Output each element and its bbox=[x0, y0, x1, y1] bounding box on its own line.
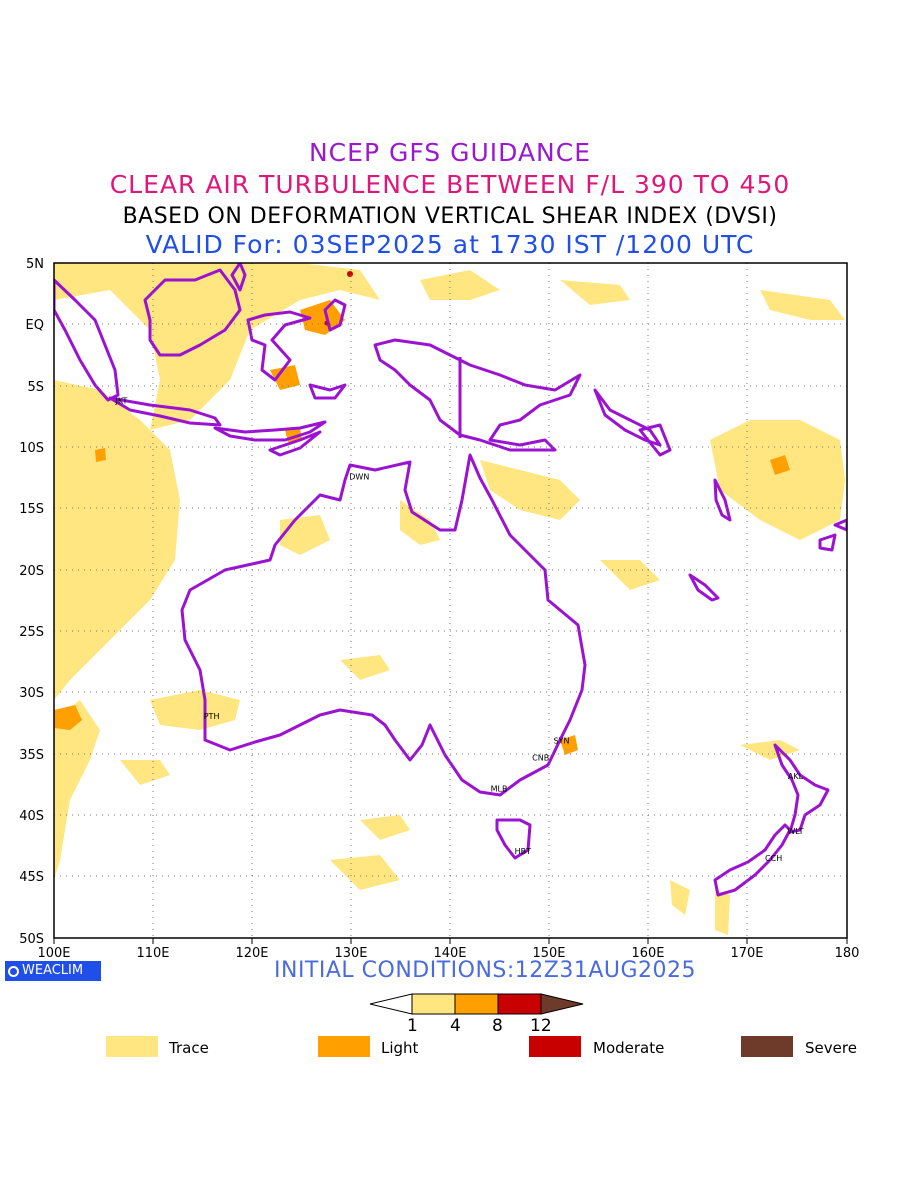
weaclim-logo: WEACLIM bbox=[5, 961, 101, 981]
coastlines bbox=[54, 263, 847, 897]
city-label-jkt: JKT bbox=[114, 396, 127, 405]
colorbar-below-1 bbox=[369, 993, 413, 1015]
legend-swatch-severe bbox=[741, 1036, 793, 1057]
city-label-wlt: WLT bbox=[787, 827, 803, 836]
city-label-dwn: DWN bbox=[349, 473, 369, 482]
legend-swatch-moderate bbox=[529, 1036, 581, 1057]
colorbar-tick: 4 bbox=[450, 1016, 461, 1036]
lat-labels: 5N EQ 5S 10S 15S 20S 25S 30S 35S 40S 45S… bbox=[19, 257, 44, 947]
initial-conditions: INITIAL CONDITIONS:12Z31AUG2025 bbox=[274, 958, 697, 983]
lon-label: 170E bbox=[730, 946, 763, 961]
city-label-cch: CCH bbox=[765, 854, 782, 863]
lat-label: 35S bbox=[19, 748, 44, 763]
city-label-hbt: HBT bbox=[515, 847, 532, 856]
legend-label-trace: Trace bbox=[169, 1039, 209, 1057]
lat-label: 20S bbox=[19, 564, 44, 579]
lon-label: 180 bbox=[835, 946, 860, 961]
title-line-4: VALID For: 03SEP2025 at 1730 IST /1200 U… bbox=[145, 230, 755, 259]
legend-label-severe: Severe bbox=[805, 1039, 857, 1057]
trace-areas bbox=[54, 263, 845, 935]
colorbar-tick: 12 bbox=[530, 1016, 552, 1036]
lat-label: 15S bbox=[19, 502, 44, 517]
lat-label: 5N bbox=[26, 257, 44, 272]
lon-label: 130E bbox=[334, 946, 367, 961]
title-line-1: NCEP GFS GUIDANCE bbox=[308, 138, 591, 167]
logo-ring-icon bbox=[8, 966, 19, 977]
graticule bbox=[54, 263, 847, 938]
lon-labels: 100E 110E 120E 130E 140E 150E 160E 170E … bbox=[37, 946, 859, 961]
lat-label: 5S bbox=[27, 380, 44, 395]
logo-text: WEACLIM bbox=[22, 963, 84, 978]
lat-label: EQ bbox=[26, 318, 44, 333]
city-label-pth: PTH bbox=[204, 712, 220, 721]
lat-label: 50S bbox=[19, 932, 44, 947]
lon-label: 100E bbox=[37, 946, 70, 961]
colorbar-tick: 1 bbox=[407, 1016, 418, 1036]
city-label-akl: AKL bbox=[788, 772, 804, 781]
city-label-syn: SYN bbox=[554, 736, 570, 745]
lat-label: 40S bbox=[19, 809, 44, 824]
colorbar-severe bbox=[540, 993, 584, 1015]
legend-swatch-light bbox=[318, 1036, 370, 1057]
legend-swatch-trace bbox=[106, 1036, 158, 1057]
lon-label: 140E bbox=[433, 946, 466, 961]
lon-label: 120E bbox=[235, 946, 268, 961]
title-line-3: BASED ON DEFORMATION VERTICAL SHEAR INDE… bbox=[122, 204, 778, 229]
colorbar bbox=[369, 993, 584, 1015]
lon-label: 160E bbox=[631, 946, 664, 961]
legend-label-light: Light bbox=[381, 1039, 419, 1057]
city-label-cnb: CNB bbox=[532, 754, 549, 763]
city-label-mlb: MLB bbox=[491, 784, 508, 793]
colorbar-moderate bbox=[497, 993, 542, 1015]
lat-label: 25S bbox=[19, 625, 44, 640]
lat-label: 45S bbox=[19, 870, 44, 885]
lat-label: 10S bbox=[19, 441, 44, 456]
colorbar-tick: 8 bbox=[492, 1016, 503, 1036]
legend-label-moderate: Moderate bbox=[593, 1039, 665, 1057]
colorbar-trace bbox=[411, 993, 456, 1015]
lon-label: 110E bbox=[136, 946, 169, 961]
lat-label: 30S bbox=[19, 686, 44, 701]
lon-label: 150E bbox=[532, 946, 565, 961]
title-line-2: CLEAR AIR TURBULENCE BETWEEN F/L 390 TO … bbox=[109, 170, 791, 199]
colorbar-light bbox=[454, 993, 499, 1015]
city-labels: JKT DWN PTH SYN CNB MLB HBT AKL WLT CCH bbox=[114, 396, 803, 863]
